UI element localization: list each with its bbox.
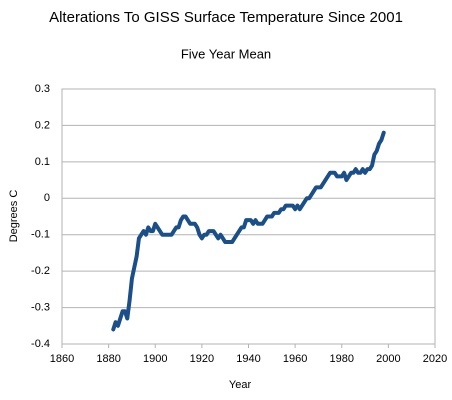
plot-frame bbox=[61, 88, 436, 345]
y-tick-label: -0.3 bbox=[31, 301, 50, 313]
x-tick-label: 2020 bbox=[423, 353, 447, 365]
chart-title: Alterations To GISS Surface Temperature … bbox=[49, 9, 403, 26]
y-tick-label: -0.4 bbox=[31, 338, 50, 350]
x-tick-label: 1900 bbox=[143, 353, 167, 365]
data-line bbox=[111, 130, 386, 332]
y-tick-label: 0 bbox=[44, 192, 50, 204]
x-tick-label: 1960 bbox=[283, 353, 307, 365]
x-tick-label: 2000 bbox=[376, 353, 400, 365]
y-tick-label: -0.2 bbox=[31, 265, 50, 277]
x-tick-label: 1920 bbox=[190, 353, 214, 365]
x-tick-label: 1880 bbox=[96, 353, 120, 365]
chart-subtitle: Five Year Mean bbox=[181, 46, 271, 61]
x-tick-label: 1980 bbox=[330, 353, 354, 365]
y-tick-label: 0.2 bbox=[35, 119, 50, 131]
x-tick-label: 1860 bbox=[50, 353, 74, 365]
y-tick-label: -0.1 bbox=[31, 229, 50, 241]
y-tick-label: 0.1 bbox=[35, 156, 50, 168]
x-axis-label: Year bbox=[229, 379, 252, 391]
y-tick-label: 0.3 bbox=[35, 83, 50, 95]
y-axis-label: Degrees C bbox=[8, 190, 20, 243]
x-tick-label: 1940 bbox=[236, 353, 260, 365]
